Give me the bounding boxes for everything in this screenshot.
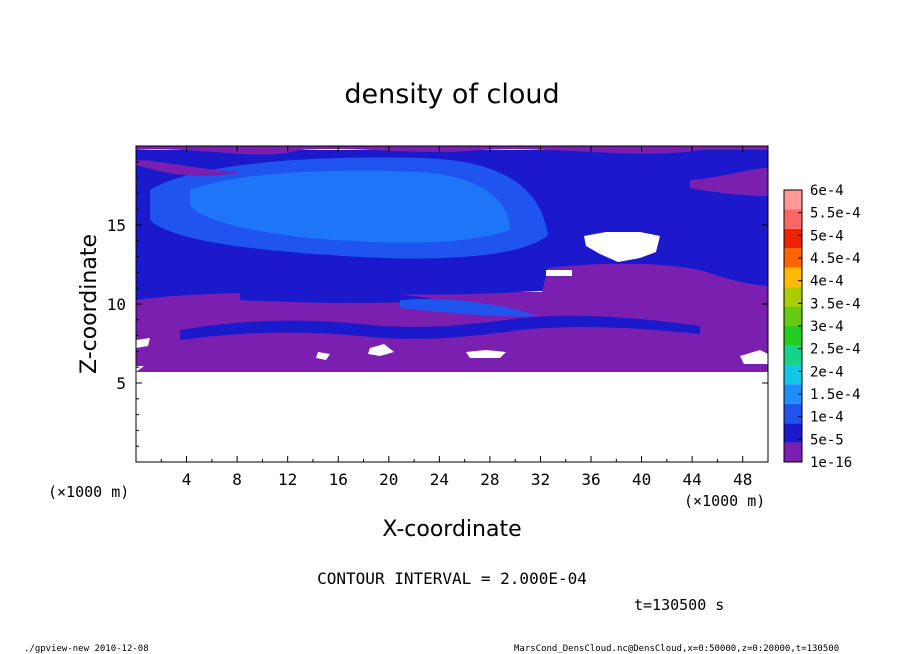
colorbar-swatch bbox=[784, 423, 802, 443]
x-tick-label: 8 bbox=[232, 470, 242, 489]
footer-right: MarsCond_DensCloud.nc@DensCloud,x=0:5000… bbox=[514, 644, 839, 654]
z-tick-label: 10 bbox=[107, 295, 126, 314]
z-axis-label: Z-coordinate bbox=[77, 234, 102, 374]
colorbar-swatch bbox=[784, 228, 802, 249]
colorbar-swatch bbox=[784, 384, 802, 404]
colorbar-swatch bbox=[784, 190, 802, 210]
colorbar-swatch bbox=[784, 345, 802, 365]
colorbar-label: 1e-16 bbox=[810, 455, 852, 471]
colorbar-label: 5e-4 bbox=[810, 228, 844, 244]
colorbar-swatch bbox=[784, 248, 802, 268]
z-tick-label: 15 bbox=[107, 216, 126, 235]
colorbar-swatch bbox=[784, 287, 802, 307]
colorbar-label: 3e-4 bbox=[810, 319, 844, 335]
footer-left: ./gpview-new 2010-12-08 bbox=[24, 644, 149, 654]
colorbar-label: 5e-5 bbox=[810, 432, 844, 448]
x-tick-label: 36 bbox=[581, 470, 600, 489]
x-axis-units-right: (×1000 m) bbox=[684, 492, 765, 510]
x-axis-units-left: (×1000 m) bbox=[48, 483, 129, 501]
x-tick-label: 20 bbox=[379, 470, 398, 489]
colorbar-swatch bbox=[784, 267, 802, 288]
colorbar-label: 4.5e-4 bbox=[810, 251, 861, 267]
colorbar-label: 2e-4 bbox=[810, 364, 844, 380]
colorbar-swatch bbox=[784, 442, 802, 462]
x-tick-label: 4 bbox=[182, 470, 192, 489]
colorbar-swatch bbox=[784, 209, 802, 229]
colorbar-label: 3.5e-4 bbox=[810, 296, 861, 312]
x-tick-label: 12 bbox=[278, 470, 297, 489]
x-tick-label: 28 bbox=[480, 470, 499, 489]
z-axis-ticks: 5 10 15 bbox=[107, 161, 768, 447]
colorbar-swatch bbox=[784, 306, 802, 326]
colorbar-swatch bbox=[784, 403, 802, 424]
contour-interval-note: CONTOUR INTERVAL = 2.000E-04 bbox=[317, 569, 587, 588]
x-axis-label: X-coordinate bbox=[382, 517, 521, 542]
colorbar: 1e-16 5e-5 1e-4 1.5e-4 2e-4 2.5e-4 3e-4 3.5e-4 4… bbox=[783, 183, 861, 471]
x-tick-label: 40 bbox=[632, 470, 651, 489]
x-tick-label: 32 bbox=[531, 470, 550, 489]
contour-field bbox=[136, 146, 768, 462]
colorbar-label: 2.5e-4 bbox=[810, 342, 861, 358]
z-tick-label: 5 bbox=[116, 374, 126, 393]
colorbar-label: 5.5e-4 bbox=[810, 206, 861, 222]
time-note: t=130500 s bbox=[634, 596, 724, 614]
x-tick-label: 24 bbox=[430, 470, 449, 489]
colorbar-label: 6e-4 bbox=[810, 183, 844, 199]
x-tick-label: 48 bbox=[733, 470, 752, 489]
x-tick-label: 44 bbox=[683, 470, 702, 489]
colorbar-label: 4e-4 bbox=[810, 274, 844, 290]
colorbar-label: 1e-4 bbox=[810, 410, 844, 426]
colorbar-label: 1.5e-4 bbox=[810, 387, 861, 403]
colorbar-swatch bbox=[784, 326, 802, 346]
x-axis-ticks: 4 8 12 16 20 24 28 32 36 40 44 48 bbox=[160, 146, 752, 489]
colorbar-swatch bbox=[784, 364, 802, 385]
x-tick-label: 16 bbox=[329, 470, 348, 489]
chart-title: density of cloud bbox=[344, 79, 559, 110]
